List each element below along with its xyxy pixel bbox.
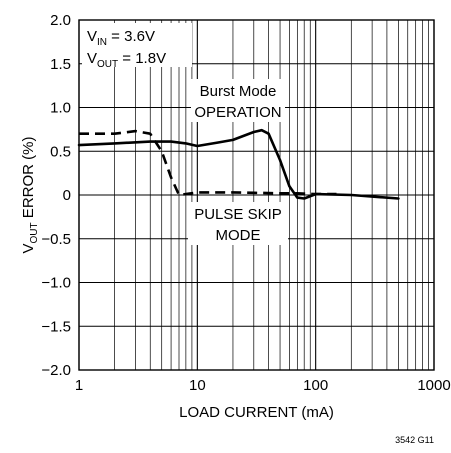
pulse-skip-label-line2: MODE xyxy=(216,227,261,244)
figure-id: 3542 G11 xyxy=(395,435,434,445)
x-tick-label: 100 xyxy=(303,377,328,394)
y-tick-label: 1.0 xyxy=(50,100,71,117)
x-axis-label: LOAD CURRENT (mA) xyxy=(179,404,334,421)
y-tick-label: −1.0 xyxy=(41,275,71,292)
y-tick-label: 0.5 xyxy=(50,143,71,160)
y-axis-label-subscript: OUT xyxy=(29,222,40,243)
series-line-burst-mode xyxy=(77,128,400,200)
x-tick-label: 10 xyxy=(189,377,206,394)
series-lines xyxy=(77,128,400,200)
condition-vout-subscript: OUT xyxy=(97,59,118,70)
burst-mode-label-background xyxy=(191,79,285,122)
condition-vout: VOUT = 1.8V xyxy=(87,50,166,70)
condition-vin-subscript: IN xyxy=(97,37,107,48)
pulse-skip-label-line1: PULSE SKIP xyxy=(194,206,282,223)
y-axis-label: VOUT ERROR (%) xyxy=(20,137,40,254)
pulse-skip-label-background xyxy=(188,202,288,245)
x-tick-label: 1000 xyxy=(417,377,450,394)
y-tick-label: 0 xyxy=(63,187,71,204)
y-tick-label: −2.0 xyxy=(41,362,71,379)
condition-vout-value: = 1.8V xyxy=(118,50,166,67)
x-tick-label: 1 xyxy=(75,377,83,394)
y-tick-label: 2.0 xyxy=(50,12,71,29)
y-axis-label-prefix: V xyxy=(20,243,37,253)
plot-frame xyxy=(78,19,435,371)
major-gridlines xyxy=(78,19,435,371)
y-axis-label-suffix: ERROR (%) xyxy=(20,137,37,223)
x-tick-labels: 1 10 100 1000 xyxy=(75,377,451,394)
condition-vout-prefix: V xyxy=(87,50,97,67)
condition-vin: VIN = 3.6V xyxy=(87,28,155,48)
conditions-background xyxy=(82,23,192,67)
y-tick-label: −1.5 xyxy=(41,318,71,335)
burst-mode-label-line2: OPERATION xyxy=(194,104,281,121)
series-line-pulse-skip xyxy=(79,129,337,197)
burst-mode-label-line1: Burst Mode xyxy=(200,83,277,100)
condition-vin-value: = 3.6V xyxy=(107,28,155,45)
y-tick-label: −0.5 xyxy=(41,231,71,248)
condition-vin-prefix: V xyxy=(87,28,97,45)
y-tick-label: 1.5 xyxy=(50,56,71,73)
y-tick-labels: 2.0 1.5 1.0 0.5 0 −0.5 −1.0 −1.5 −2.0 xyxy=(41,12,71,379)
